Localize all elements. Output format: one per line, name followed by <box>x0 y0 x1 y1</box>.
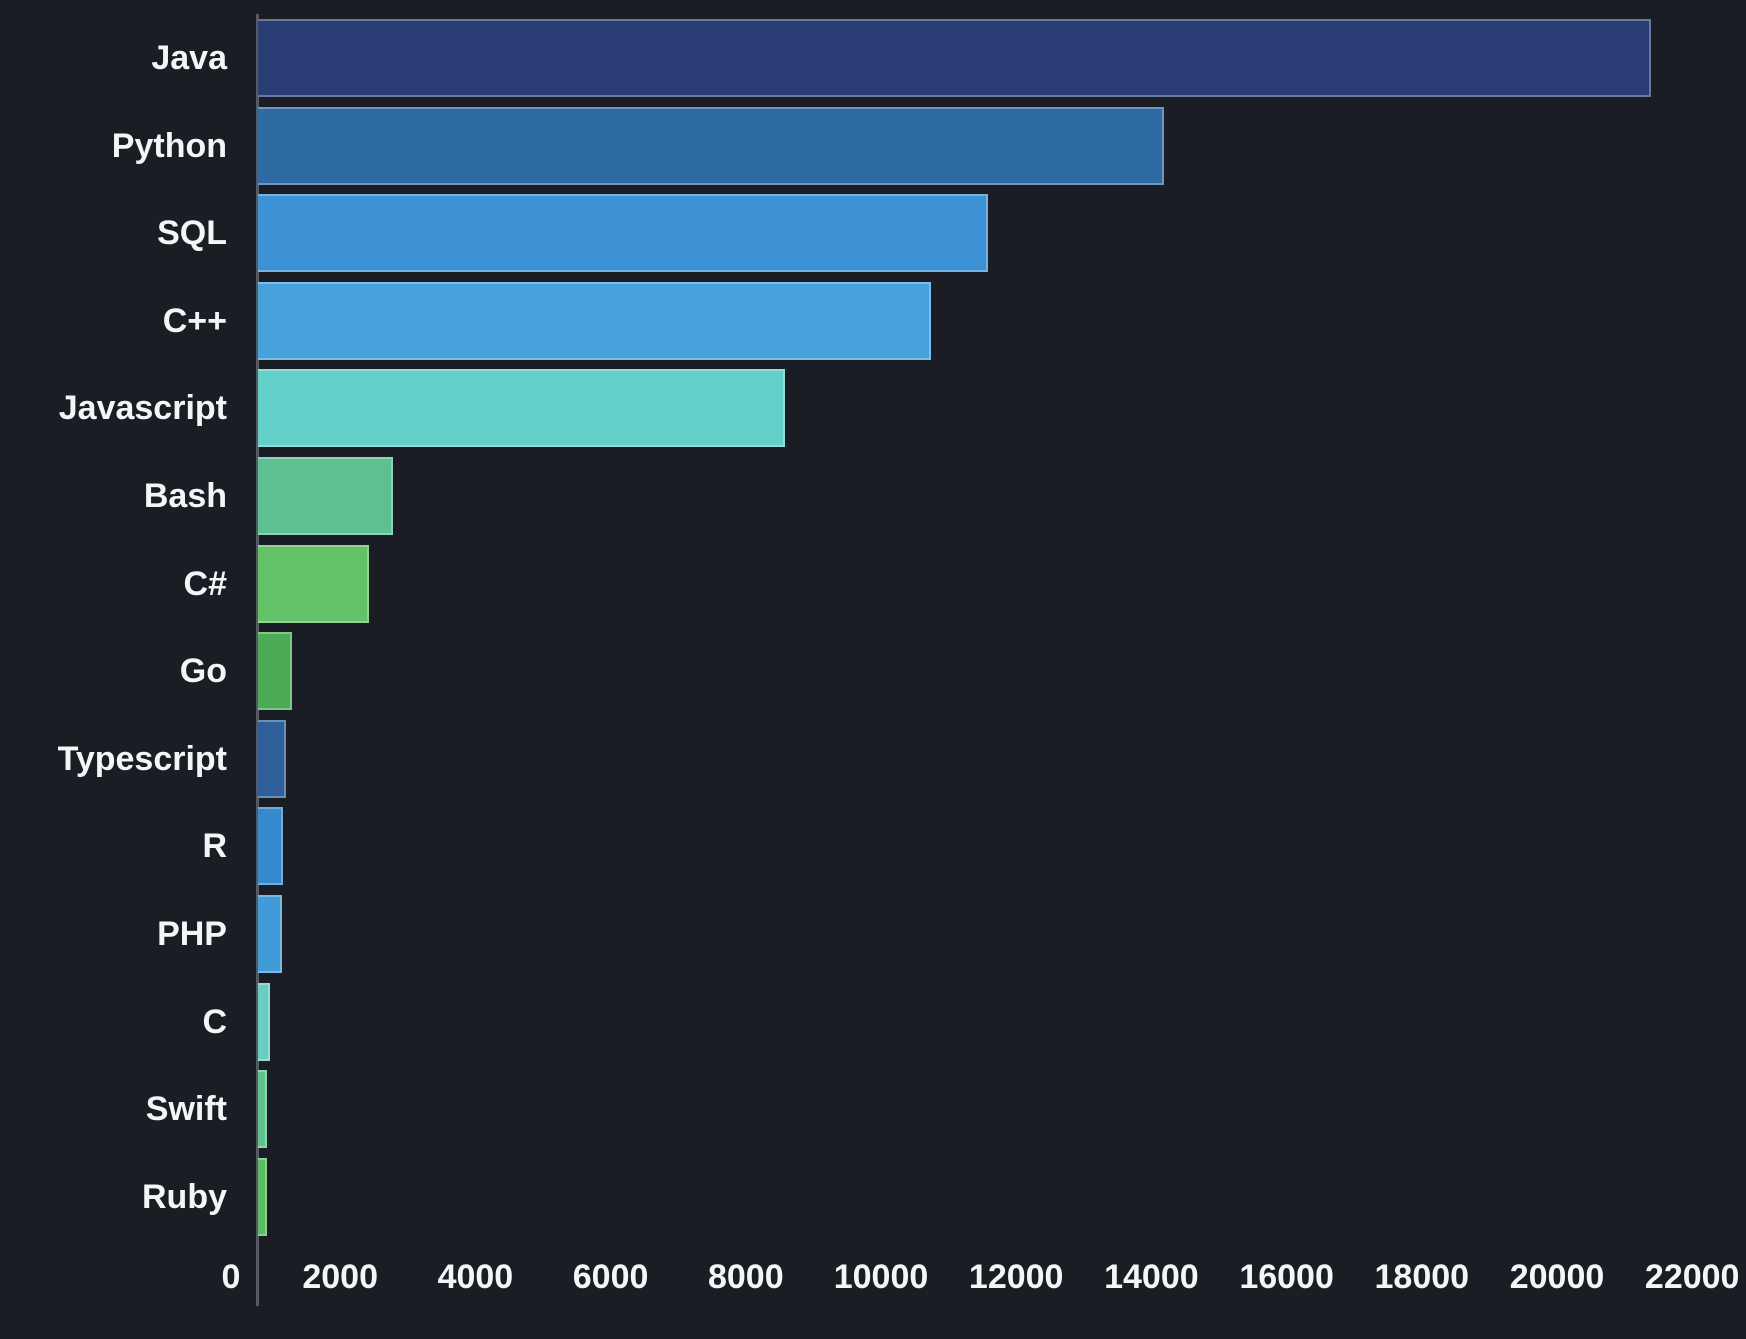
x-tick-label: 16000 <box>1239 1258 1334 1296</box>
x-tick-label: 6000 <box>572 1258 649 1296</box>
bar-python <box>258 106 1164 185</box>
x-tick-label: 18000 <box>1374 1258 1470 1296</box>
category-label: Typescript <box>57 739 227 778</box>
x-tick-label: 12000 <box>968 1258 1064 1296</box>
category-label: C <box>202 1002 227 1041</box>
category-label: Ruby <box>142 1177 227 1216</box>
bar-java <box>258 19 1651 97</box>
x-tick-label: 20000 <box>1509 1258 1605 1296</box>
bar-row <box>258 540 369 628</box>
x-tick-label: 4000 <box>437 1258 514 1296</box>
category-label: Java <box>151 39 227 77</box>
x-tick-label: 2000 <box>302 1258 379 1296</box>
bar-go <box>258 632 293 711</box>
bar-javascript <box>258 369 786 448</box>
category-label: SQL <box>157 214 227 253</box>
category-label: Javascript <box>58 389 227 428</box>
bar-php <box>258 895 282 973</box>
category-label: R <box>202 827 227 866</box>
x-tick-label: 0 <box>221 1258 241 1296</box>
category-label: C++ <box>162 301 227 340</box>
bar-row <box>258 189 989 277</box>
bar-row <box>258 802 283 890</box>
bar-row <box>258 364 786 452</box>
bar-row <box>258 14 1651 102</box>
bar-row <box>258 978 271 1066</box>
bar-row <box>258 452 394 540</box>
bar-row <box>258 1153 268 1241</box>
x-tick-label: 14000 <box>1104 1258 1199 1296</box>
bar-swift <box>258 1070 267 1149</box>
category-label: Bash <box>143 477 227 515</box>
x-tick-label: 8000 <box>707 1258 784 1296</box>
bar-row <box>258 1065 267 1153</box>
bar-c- <box>258 281 931 360</box>
x-tick-label: 10000 <box>833 1258 929 1296</box>
bar-sql <box>258 194 989 273</box>
bar-row <box>258 277 931 365</box>
bar-r <box>258 807 283 886</box>
category-label: Go <box>179 652 227 691</box>
category-label: C# <box>183 564 227 603</box>
category-label: PHP <box>157 915 227 953</box>
bar-row <box>258 627 293 715</box>
bar-bash <box>258 457 394 535</box>
category-label: Swift <box>145 1090 227 1129</box>
bar-row <box>258 715 287 803</box>
category-label: Python <box>111 126 227 165</box>
bar-row <box>258 890 282 978</box>
bar-typescript <box>258 719 287 798</box>
y-axis-line <box>256 14 259 1306</box>
x-tick-label: 22000 <box>1644 1258 1740 1296</box>
bar-ruby <box>258 1157 268 1236</box>
bar-row <box>258 102 1164 190</box>
bar-c- <box>258 544 369 623</box>
bar-c <box>258 982 271 1061</box>
